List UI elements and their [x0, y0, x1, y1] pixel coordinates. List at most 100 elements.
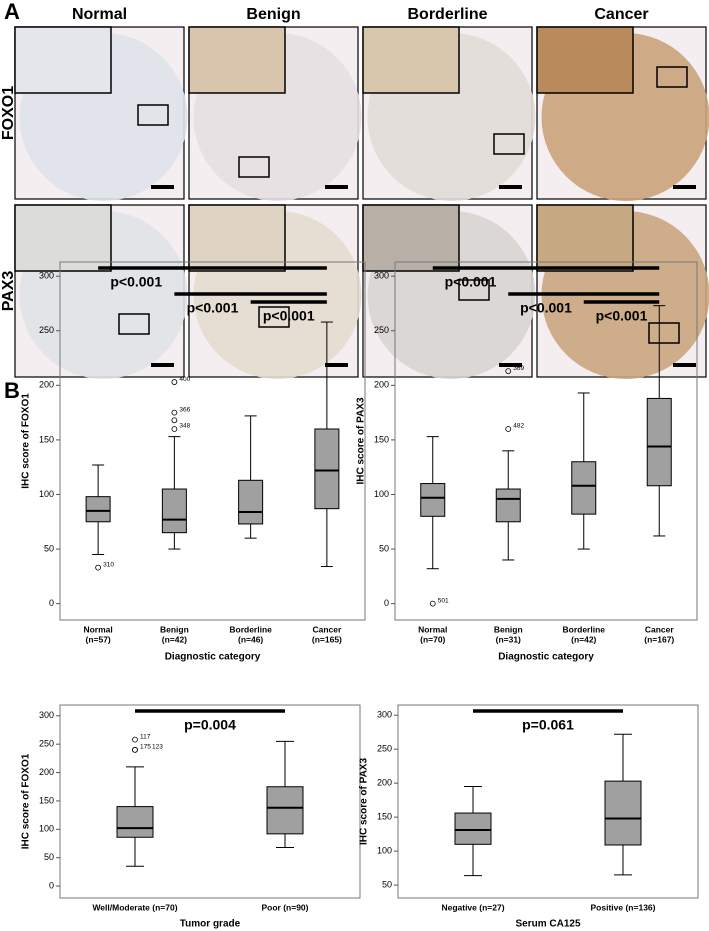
outlier: [171, 379, 178, 385]
x-tick-label: Poor (n=90): [262, 902, 309, 912]
box: [571, 461, 597, 515]
significance-label: p<0.001: [110, 274, 162, 290]
outlier: [505, 368, 512, 375]
y-tick-label: 50: [379, 543, 389, 553]
inset: [536, 204, 634, 272]
x-tick-label: Cancer: [645, 624, 675, 634]
y-tick-label: 150: [374, 434, 389, 444]
inset: [188, 26, 286, 94]
outlier-label: 175: [140, 744, 151, 751]
x-tick-count: (n=46): [238, 634, 263, 644]
y-tick-label: 200: [374, 380, 389, 390]
x-tick-label: Borderline: [229, 624, 272, 634]
y-tick-label: 150: [377, 812, 392, 822]
significance-label: p<0.001: [596, 308, 648, 324]
row-label: PAX3: [0, 271, 17, 312]
significance-label: p<0.001: [187, 300, 239, 316]
plot-frame: [59, 704, 361, 899]
y-tick-label: 100: [39, 489, 54, 499]
panel-label: B: [4, 378, 20, 403]
outlier-label: 400: [179, 376, 190, 383]
x-tick-label: Negative (n=27): [441, 902, 504, 912]
plot-frame: [59, 261, 366, 621]
box: [454, 812, 492, 845]
inset-marker: [458, 279, 490, 301]
outlier: [429, 600, 436, 607]
x-axis-title: Tumor grade: [180, 919, 241, 930]
significance-label: p<0.001: [445, 274, 497, 290]
box: [646, 397, 672, 487]
column-label: Cancer: [594, 6, 648, 23]
inset: [362, 26, 460, 94]
y-tick-label: 250: [377, 744, 392, 754]
y-tick-label: 100: [39, 824, 54, 834]
outlier-label: 123: [152, 744, 163, 751]
y-tick-label: 50: [382, 879, 392, 889]
y-tick-label: 250: [39, 325, 54, 335]
outlier: [132, 746, 138, 753]
column-label: Benign: [246, 6, 300, 23]
x-tick-label: Normal: [83, 624, 112, 634]
outlier-label: 348: [179, 423, 190, 430]
y-axis-title: IHC score of FOXO1: [21, 753, 32, 849]
outlier-label: 501: [438, 597, 449, 604]
outlier-label: 366: [179, 406, 190, 413]
x-axis-title: Serum CA125: [515, 919, 580, 930]
y-tick-label: 0: [49, 598, 54, 608]
x-tick-count: (n=42): [162, 634, 187, 644]
x-axis-title: Diagnostic category: [498, 652, 594, 663]
y-axis-title: IHC score of FOXO1: [21, 393, 32, 489]
inset-marker: [238, 156, 270, 178]
column-label: Borderline: [407, 6, 487, 23]
box: [85, 496, 111, 523]
x-axis-title: Diagnostic category: [165, 652, 261, 663]
inset-marker: [258, 306, 290, 328]
box: [420, 483, 446, 517]
column-label: Normal: [72, 6, 127, 23]
significance-label: p=0.004: [184, 717, 236, 733]
x-tick-count: (n=57): [85, 634, 110, 644]
y-tick-label: 0: [384, 598, 389, 608]
y-axis-title: IHC score of PAX3: [356, 397, 367, 484]
inset-marker: [137, 104, 169, 126]
plot-frame: [394, 261, 698, 621]
y-axis-title: IHC score of PAX3: [359, 758, 370, 845]
x-tick-count: (n=31): [496, 634, 521, 644]
y-tick-label: 250: [39, 739, 54, 749]
box: [604, 780, 642, 846]
row-label: FOXO1: [0, 86, 17, 140]
y-tick-label: 100: [374, 489, 389, 499]
x-tick-label: Benign: [160, 624, 189, 634]
y-tick-label: 300: [39, 271, 54, 281]
x-tick-label: Normal: [418, 624, 447, 634]
inset: [14, 26, 112, 94]
outlier-label: 310: [103, 561, 114, 568]
y-tick-label: 50: [44, 852, 54, 862]
outlier: [505, 426, 512, 432]
significance-label: p<0.001: [263, 308, 315, 324]
x-tick-count: (n=167): [644, 634, 674, 644]
x-tick-label: Cancer: [312, 624, 342, 634]
inset-marker: [118, 313, 150, 335]
box: [116, 806, 154, 838]
x-tick-count: (n=70): [420, 634, 445, 644]
box: [238, 479, 264, 525]
significance-label: p<0.001: [520, 300, 572, 316]
panel-label: A: [4, 0, 20, 24]
outlier: [171, 426, 178, 432]
box: [314, 428, 340, 510]
y-tick-label: 300: [39, 710, 54, 720]
inset: [188, 204, 286, 272]
inset: [536, 26, 634, 94]
x-tick-label: Well/Moderate (n=70): [92, 902, 177, 912]
outlier: [95, 564, 102, 571]
outlier-label: 117: [140, 733, 151, 740]
inset: [14, 204, 112, 272]
y-tick-label: 300: [377, 710, 392, 720]
y-tick-label: 150: [39, 434, 54, 444]
y-tick-label: 50: [44, 543, 54, 553]
outlier-label: 482: [513, 423, 524, 430]
y-tick-label: 0: [49, 880, 54, 890]
box: [495, 488, 521, 523]
